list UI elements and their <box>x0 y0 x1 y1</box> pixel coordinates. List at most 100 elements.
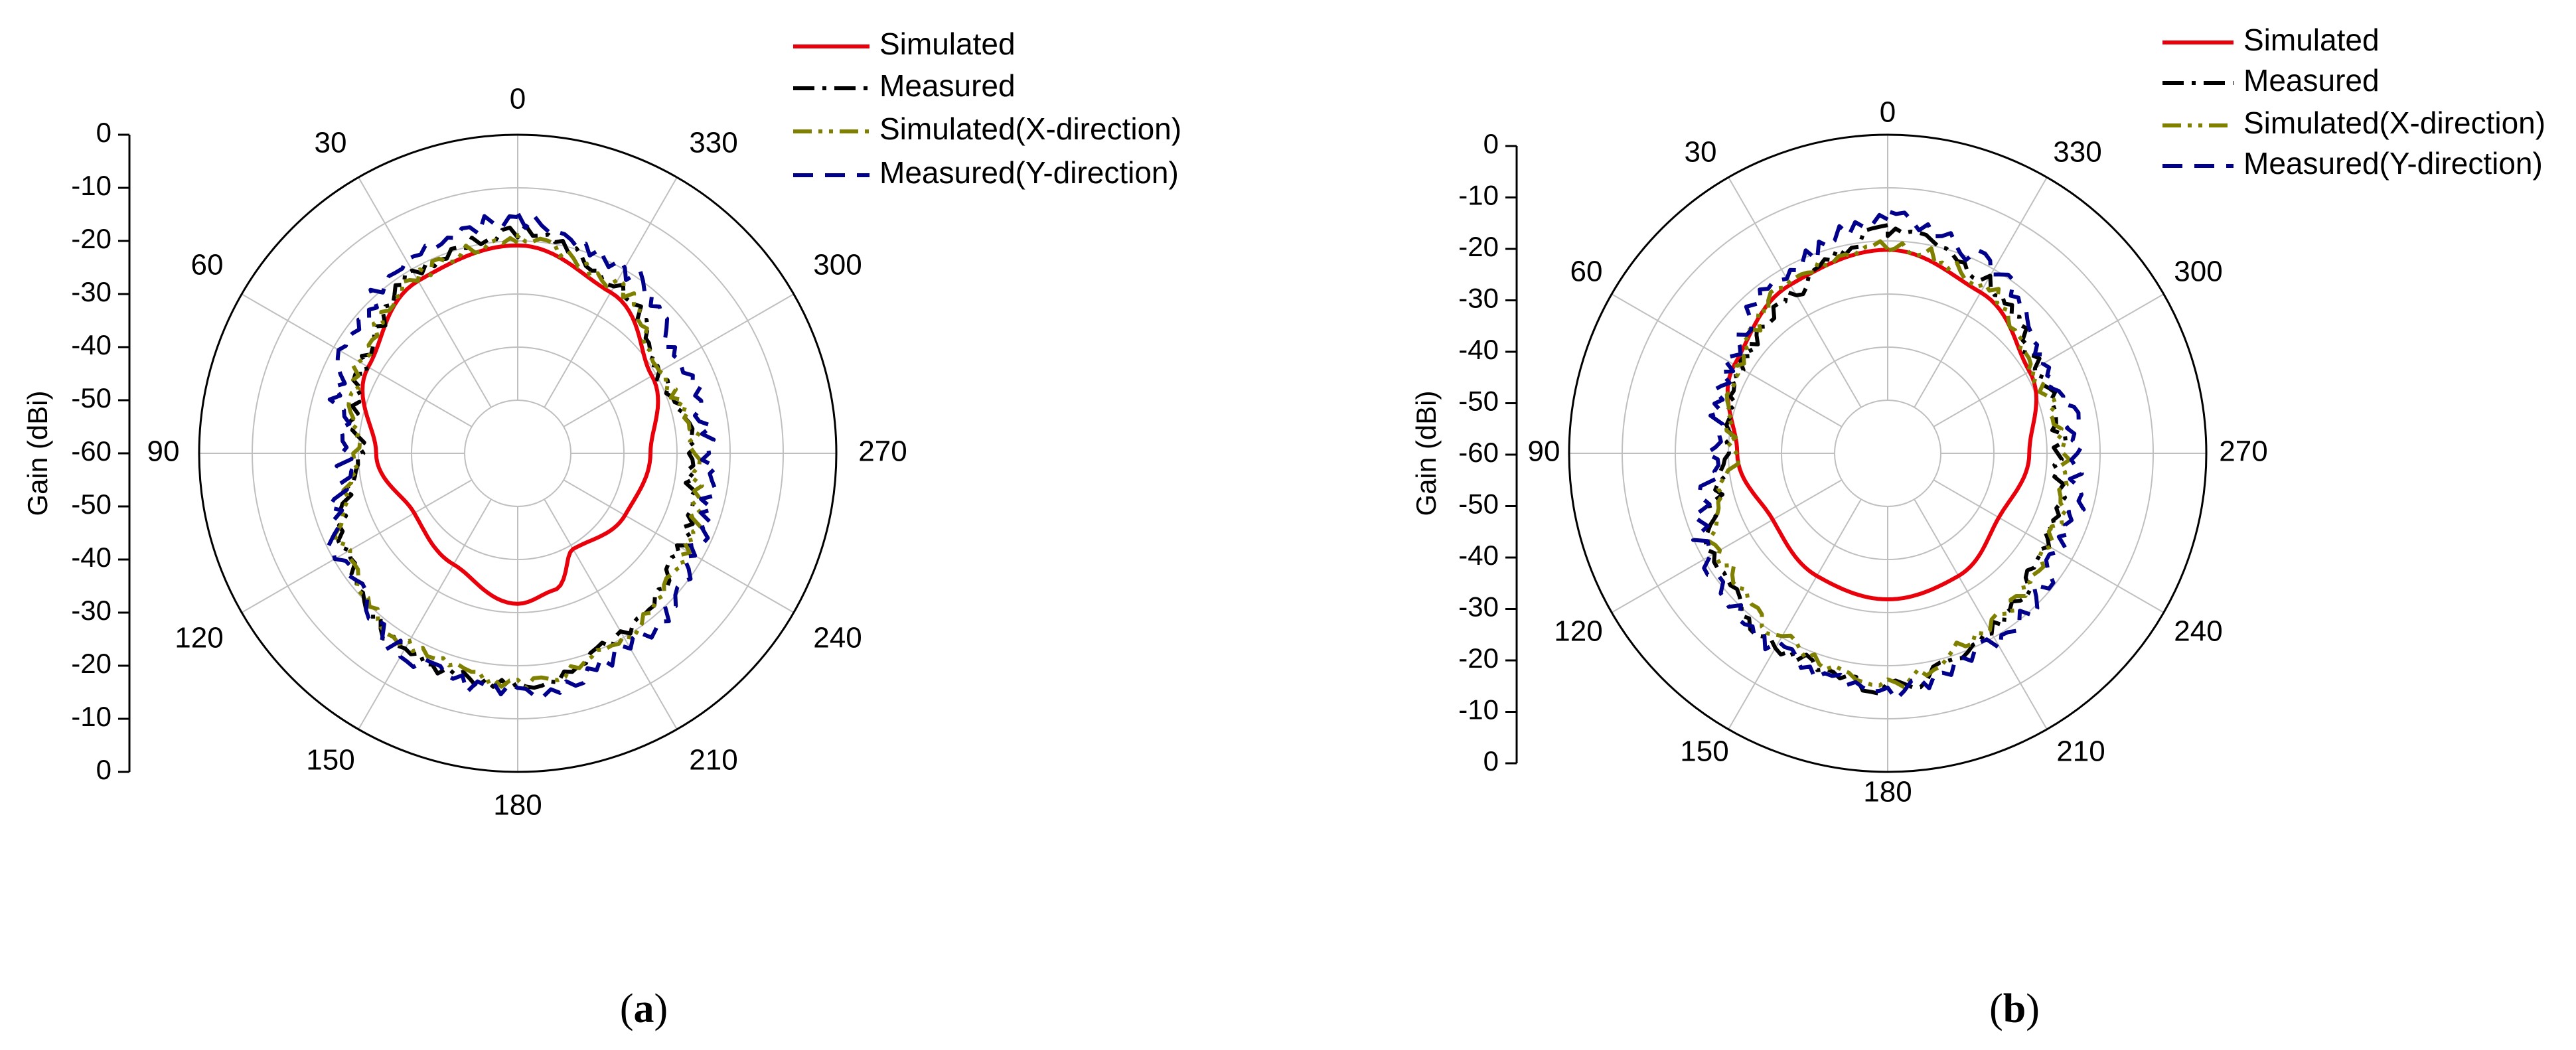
panel-a-spoke-150 <box>358 498 492 730</box>
panel-b-gain-tick-label: 0 <box>1483 745 1499 777</box>
panel-b-gain-tick-label: -30 <box>1458 283 1499 314</box>
panel-b-trace-simulated <box>1725 248 2038 601</box>
panel-b: 0 30 60 90 120 150 180 210 240 270 300 3… <box>1410 23 2545 1031</box>
panel-a-outer-ring <box>198 133 838 773</box>
panel-a-legend: Simulated Measured Simulated(X-direction… <box>793 27 1181 190</box>
panel-b-spoke-30 <box>1728 177 1862 408</box>
panel-a-spoke-210 <box>544 498 678 730</box>
panel-b-legend: Simulated Measured Simulated(X-direction… <box>2162 23 2545 181</box>
panel-b-gain-tick-label: -50 <box>1458 488 1499 520</box>
panel-a-angle-label-180: 180 <box>493 789 542 822</box>
panel-b-gain-tick-label: -20 <box>1458 231 1499 262</box>
panel-a-angle-label-90: 90 <box>147 435 180 468</box>
panel-b-angle-label-210: 210 <box>2056 735 2105 768</box>
panel-b-angle-label-150: 150 <box>1680 735 1728 768</box>
panel-b-spoke-150 <box>1728 498 1862 730</box>
panel-b-gain-tick-label: -30 <box>1458 591 1499 623</box>
panel-a-spoke-60 <box>241 293 473 427</box>
panel-a-gain-tick-label: -50 <box>71 382 112 413</box>
panel-a-gain-axis: 0 -10 -20 -30 -40 -50 -60 -50 -40 -30 -2… <box>22 117 131 785</box>
panel-b-caption: (b) <box>1989 986 2040 1031</box>
panel-a-angle-label-150: 150 <box>306 744 354 777</box>
panel-a-gain-tick-label: -20 <box>71 223 112 254</box>
panel-b-grid-ring-1 <box>1834 400 1941 507</box>
panel-a-legend-label-simulated: Simulated <box>879 27 1016 61</box>
panel-a: 0 30 60 90 120 150 180 210 240 270 300 3… <box>22 27 1181 1031</box>
panel-a-angle-label-240: 240 <box>813 622 862 654</box>
panel-a-gain-tick-label: -40 <box>71 542 112 573</box>
panel-b-gain-tick-label: -60 <box>1458 437 1499 468</box>
panel-b-trace-measured <box>1704 223 2068 696</box>
panel-a-angle-label-300: 300 <box>813 249 862 281</box>
panel-a-legend-label-measured-y-direction: Measured(Y-direction) <box>879 155 1179 190</box>
panel-a-gain-tick-label: -10 <box>71 701 112 732</box>
panel-b-angle-label-90: 90 <box>1528 435 1560 468</box>
panel-a-legend-label-measured: Measured <box>879 68 1016 103</box>
panel-b-gain-tick-label: -50 <box>1458 386 1499 417</box>
panel-a-gain-tick-label: -60 <box>71 435 112 467</box>
panel-a-grid-ring-1 <box>464 400 571 507</box>
panel-b-spoke-210 <box>1914 498 2048 730</box>
panel-b-legend-label-measured: Measured <box>2243 63 2380 98</box>
panel-b-gain-axis: 0 -10 -20 -30 -40 -50 -60 -50 -40 -30 -2… <box>1410 128 1518 777</box>
panel-b-spokes <box>1569 135 2206 772</box>
panel-b-legend-label-simulated-x-direction: Simulated(X-direction) <box>2243 106 2545 140</box>
panel-a-legend-label-simulated-x-direction: Simulated(X-direction) <box>879 112 1181 146</box>
panel-a-angle-label-30: 30 <box>315 127 347 159</box>
panel-b-legend-label-measured-y-direction: Measured(Y-direction) <box>2243 146 2543 181</box>
panel-a-angle-label-270: 270 <box>858 435 907 468</box>
panel-b-angle-label-120: 120 <box>1554 615 1602 648</box>
panel-a-gain-tick-label: 0 <box>96 117 112 148</box>
panel-b-trace-simulated-x-direction <box>1706 239 2072 690</box>
panel-b-legend-label-simulated: Simulated <box>2243 23 2380 57</box>
panel-a-trace-measured-y-direction <box>327 210 719 699</box>
panel-b-angle-label-180: 180 <box>1863 776 1912 808</box>
panel-a-trace-simulated <box>360 243 660 606</box>
panel-b-caption-close: ) <box>2026 986 2040 1031</box>
panel-b-spoke-60 <box>1611 293 1843 427</box>
panel-a-gain-tick-label: -40 <box>71 329 112 360</box>
panel-b-caption-letter: b <box>2003 986 2026 1031</box>
panel-a-angle-label-210: 210 <box>689 744 737 777</box>
panel-b-angle-label-60: 60 <box>1570 256 1603 288</box>
panel-b-gain-tick-label: -10 <box>1458 694 1499 725</box>
panel-a-spoke-30 <box>358 177 492 408</box>
panel-b-angle-label-300: 300 <box>2174 256 2222 288</box>
panel-a-gain-tick-label: -10 <box>71 170 112 201</box>
panel-a-angle-label-0: 0 <box>510 83 526 115</box>
panel-b-gain-tick-label: -40 <box>1458 334 1499 365</box>
panel-b-gain-tick-label: -10 <box>1458 180 1499 211</box>
panel-b-gain-tick-label: -40 <box>1458 540 1499 571</box>
panel-a-angle-label-120: 120 <box>175 622 223 654</box>
panel-b-angle-label-270: 270 <box>2219 435 2267 468</box>
panel-b-outer-ring <box>1568 133 2208 773</box>
panel-a-gain-tick-label: -30 <box>71 276 112 307</box>
panel-b-angle-label-0: 0 <box>1880 96 1896 129</box>
panel-a-grid <box>198 133 838 773</box>
panel-b-spoke-300 <box>1933 293 2164 427</box>
panel-a-caption: (a) <box>620 986 668 1031</box>
panel-b-gain-tick-label: -20 <box>1458 642 1499 674</box>
panel-b-angle-label-330: 330 <box>2053 136 2101 169</box>
panel-a-spoke-120 <box>241 479 473 613</box>
panel-b-angle-labels: 0 30 60 90 120 150 180 210 240 270 300 3… <box>1528 96 2268 808</box>
panel-a-caption-letter: a <box>634 986 654 1031</box>
panel-b-y-axis-label: Gain (dBi) <box>1410 390 1442 516</box>
panel-b-trace-measured-y-direction <box>1691 209 2086 702</box>
panel-a-gain-tick-label: -50 <box>71 488 112 520</box>
panel-b-spoke-120 <box>1611 479 1843 613</box>
panel-a-y-axis-label: Gain (dBi) <box>22 390 53 516</box>
panel-a-angle-labels: 0 30 60 90 120 150 180 210 240 270 300 3… <box>147 83 907 822</box>
panel-a-gain-tick-label: -30 <box>71 595 112 626</box>
panel-a-caption-close: ) <box>654 986 668 1031</box>
panel-b-grid <box>1568 133 2208 773</box>
panel-a-spokes <box>199 135 836 772</box>
panel-b-angle-label-240: 240 <box>2174 615 2222 648</box>
panel-a-spoke-300 <box>563 293 795 427</box>
panel-a-caption-open: ( <box>620 986 634 1031</box>
panel-a-trace-simulated-x-direction <box>333 233 704 690</box>
panel-b-gain-tick-label: 0 <box>1483 128 1499 159</box>
panel-b-angle-label-30: 30 <box>1685 136 1717 169</box>
panel-b-caption-open: ( <box>1989 986 2003 1031</box>
